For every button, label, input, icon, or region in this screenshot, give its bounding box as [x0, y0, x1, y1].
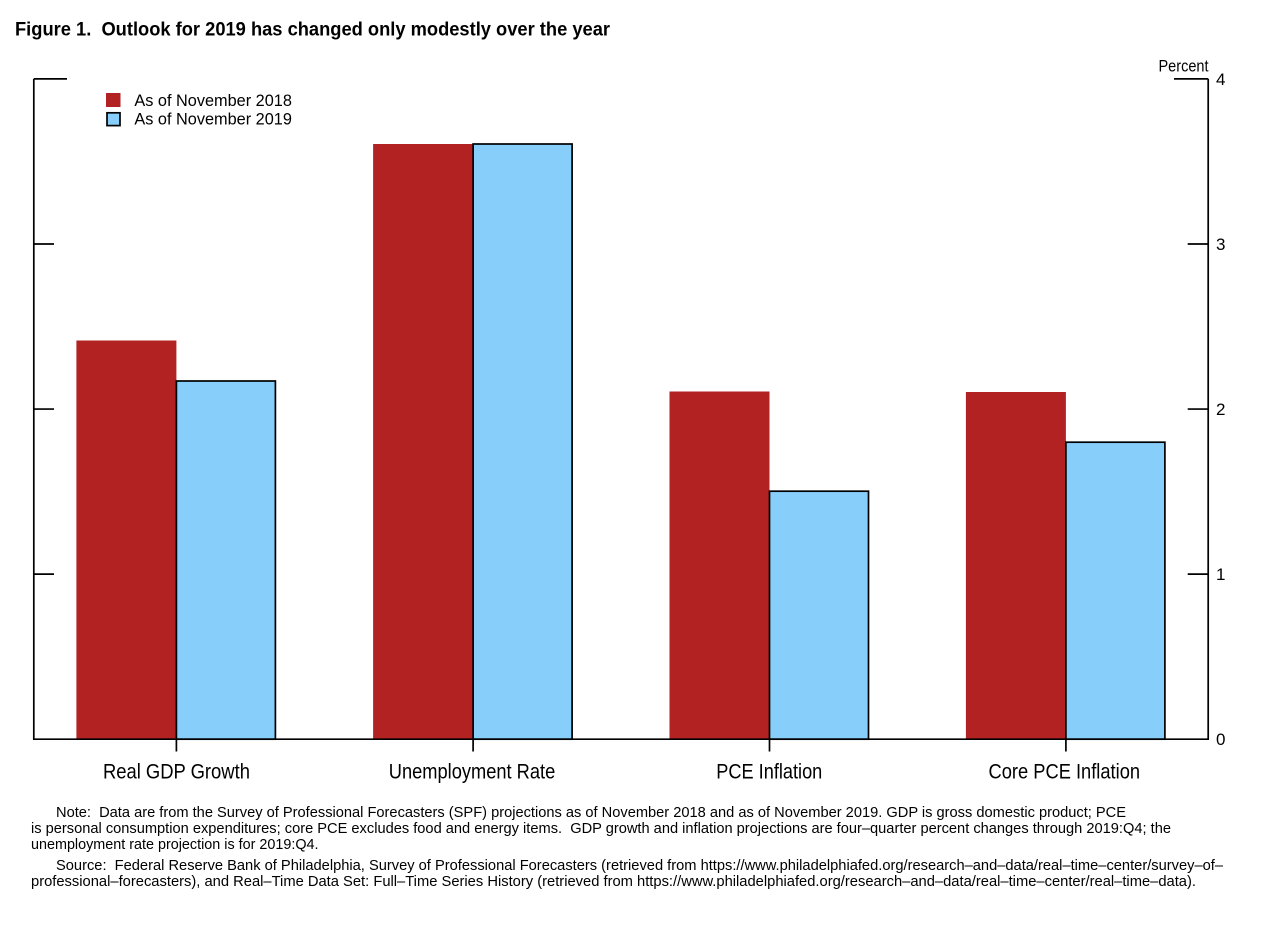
svg-text:0: 0: [1216, 730, 1225, 749]
svg-text:Source: Federal Reserve Bank: Source: Federal Reserve Bank of Philadel…: [56, 858, 1223, 874]
svg-text:Figure 1. Outlook for 2019 ha: Figure 1. Outlook for 2019 has changed o…: [15, 20, 611, 41]
svg-text:Core PCE Inflation: Core PCE Inflation: [989, 761, 1141, 784]
svg-text:3: 3: [1216, 235, 1225, 254]
svg-text:Real GDP Growth: Real GDP Growth: [103, 761, 250, 784]
svg-text:1: 1: [1216, 565, 1225, 584]
svg-text:PCE Inflation: PCE Inflation: [716, 761, 822, 784]
svg-text:professional–forecasters), and: professional–forecasters), and Real–Time…: [31, 874, 1196, 890]
svg-text:As of November 2019: As of November 2019: [134, 110, 292, 129]
svg-text:4: 4: [1216, 70, 1225, 89]
svg-text:unemployment rate projection i: unemployment rate projection is for 2019…: [31, 837, 319, 853]
svg-text:2: 2: [1216, 400, 1225, 419]
svg-text:Unemployment Rate: Unemployment Rate: [389, 761, 556, 784]
svg-text:is personal consumption expend: is personal consumption expenditures; co…: [31, 821, 1171, 837]
svg-text:Note: Data are from the Surve: Note: Data are from the Survey of Profes…: [56, 805, 1126, 821]
svg-text:Percent: Percent: [1159, 57, 1209, 76]
svg-text:As of November 2018: As of November 2018: [134, 91, 292, 110]
